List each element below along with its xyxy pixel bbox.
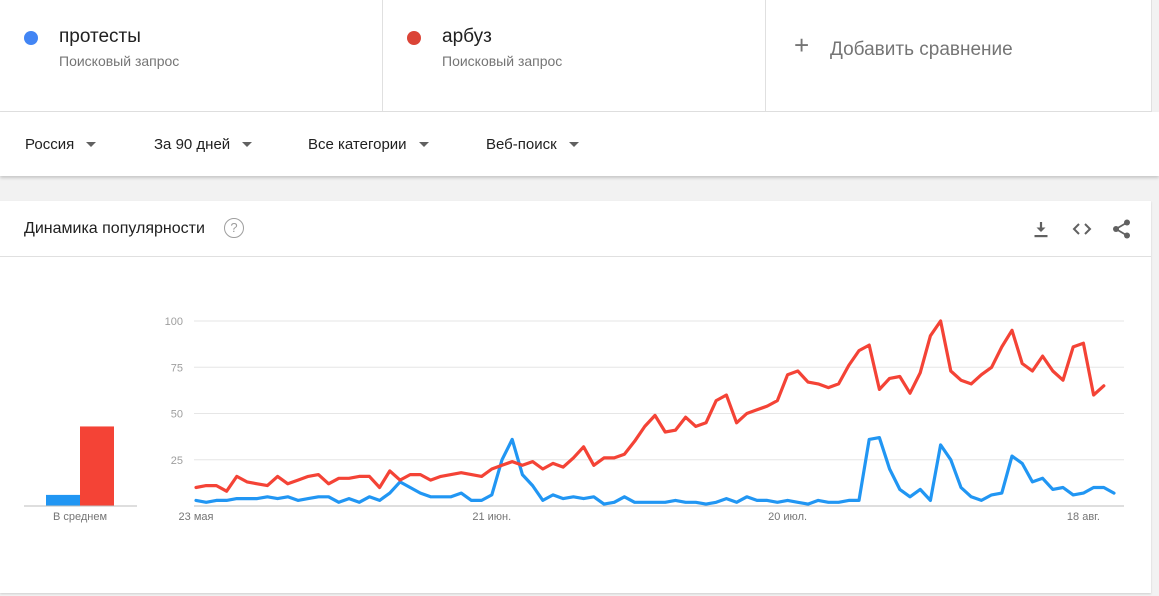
x-tick-label: 20 июл. bbox=[768, 511, 807, 523]
average-label: В среднем bbox=[53, 511, 107, 523]
term-color-dot bbox=[24, 31, 38, 45]
y-tick-label: 100 bbox=[165, 316, 183, 328]
search-type-label: Веб-поиск bbox=[486, 136, 557, 153]
term-name[interactable]: арбуз bbox=[442, 26, 492, 47]
card-title: Динамика популярности bbox=[24, 220, 205, 237]
average-bar-1 bbox=[46, 494, 80, 506]
x-tick-label: 18 авг. bbox=[1067, 511, 1100, 523]
term-color-dot bbox=[407, 31, 421, 45]
term-type: Поисковый запрос bbox=[442, 53, 563, 69]
x-tick-label: 23 мая bbox=[179, 511, 214, 523]
category-label: Все категории bbox=[308, 136, 407, 153]
add-comparison-button[interactable]: + Добавить сравнение bbox=[766, 0, 1151, 111]
download-icon[interactable] bbox=[1031, 219, 1051, 239]
region-dropdown[interactable]: Россия bbox=[25, 136, 97, 153]
term-card-1[interactable]: протесты Поисковый запрос bbox=[0, 0, 383, 111]
comparison-terms-bar: протесты Поисковый запрос арбуз Поисковы… bbox=[0, 0, 1152, 112]
plus-icon: + bbox=[794, 30, 810, 60]
period-label: За 90 дней bbox=[154, 136, 231, 153]
term-card-2[interactable]: арбуз Поисковый запрос bbox=[383, 0, 766, 111]
y-tick-label: 75 bbox=[171, 362, 183, 374]
term-name[interactable]: протесты bbox=[59, 26, 141, 47]
series-line-1 bbox=[194, 436, 1116, 506]
caret-down-icon bbox=[418, 142, 429, 147]
period-dropdown[interactable]: За 90 дней bbox=[154, 136, 253, 153]
caret-down-icon bbox=[86, 142, 97, 147]
average-bar-2 bbox=[80, 426, 114, 506]
y-tick-label: 25 bbox=[171, 455, 183, 467]
region-label: Россия bbox=[25, 136, 75, 153]
caret-down-icon bbox=[568, 142, 579, 147]
trends-chart: 100 75 50 25 23 мая 21 июн. 20 июл. 18 авг. В ср… bbox=[24, 316, 1124, 523]
search-type-dropdown[interactable]: Веб-поиск bbox=[486, 136, 579, 153]
embed-icon[interactable] bbox=[1071, 219, 1093, 239]
x-tick-label: 21 июн. bbox=[472, 511, 511, 523]
y-tick-label: 50 bbox=[171, 409, 183, 421]
category-dropdown[interactable]: Все категории bbox=[308, 136, 429, 153]
term-type: Поисковый запрос bbox=[59, 53, 180, 69]
help-icon[interactable]: ? bbox=[224, 218, 244, 238]
card-divider bbox=[0, 256, 1151, 257]
caret-down-icon bbox=[242, 142, 253, 147]
series-line-2 bbox=[194, 319, 1106, 493]
filters-bar: Россия За 90 дней Все категории Веб-поис… bbox=[0, 112, 1159, 176]
add-comparison-label: Добавить сравнение bbox=[830, 39, 1013, 60]
share-icon[interactable] bbox=[1111, 218, 1133, 240]
interest-over-time-card: Динамика популярности ? 100 75 50 25 23 мая 2… bbox=[0, 201, 1151, 593]
